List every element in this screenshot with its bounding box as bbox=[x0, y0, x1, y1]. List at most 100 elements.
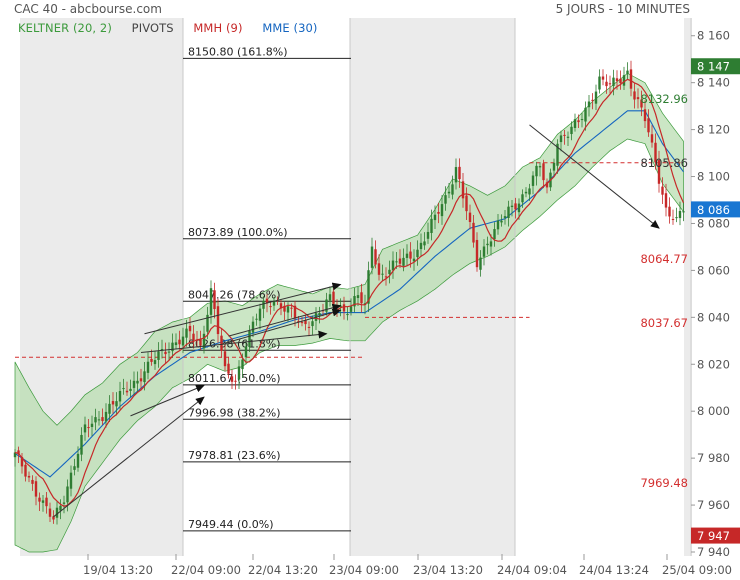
candle-body bbox=[87, 427, 90, 429]
candle-body bbox=[580, 119, 584, 121]
legend-mmh[interactable]: MMH (9) bbox=[193, 21, 243, 35]
candle-body bbox=[538, 166, 542, 168]
candle-body bbox=[73, 466, 76, 470]
mmh-line bbox=[14, 78, 685, 507]
candle-body bbox=[38, 497, 41, 502]
candle-body bbox=[307, 326, 311, 328]
trend-arrow[interactable] bbox=[529, 124, 660, 229]
candle-body bbox=[171, 342, 174, 352]
price-level-label: 8064.77 bbox=[640, 252, 688, 266]
candle-body bbox=[62, 502, 66, 504]
candle-body bbox=[304, 320, 307, 325]
candle-body bbox=[160, 349, 164, 351]
candle-body bbox=[377, 263, 381, 275]
candle-body bbox=[570, 126, 573, 135]
candle-body bbox=[612, 77, 615, 86]
fib-label: 8073.89 (100.0%) bbox=[188, 226, 288, 239]
fib-label: 7996.98 (38.2%) bbox=[188, 406, 281, 419]
y-tick-label: 8 020 bbox=[697, 357, 730, 371]
instrument-title: CAC 40 - abcbourse.com bbox=[14, 2, 162, 16]
candle-body bbox=[80, 434, 83, 455]
fib-label: 8011.67 (50.0%) bbox=[188, 372, 281, 385]
candle-body bbox=[41, 500, 45, 503]
candle-body bbox=[496, 220, 500, 230]
price-level-label: 7969.48 bbox=[640, 476, 688, 490]
price-box-label: 7 947 bbox=[697, 529, 730, 543]
trend-arrow[interactable] bbox=[224, 308, 342, 344]
candle-body bbox=[244, 346, 248, 358]
candle-body bbox=[444, 195, 447, 204]
legend-pivots[interactable]: PIVOTS bbox=[131, 21, 174, 35]
candle-body bbox=[136, 380, 139, 384]
candle-body bbox=[552, 162, 556, 171]
candle-body bbox=[192, 333, 195, 340]
candle-body bbox=[258, 308, 262, 321]
y-tick-label: 8 120 bbox=[697, 123, 730, 137]
candle-body bbox=[76, 453, 80, 468]
candle-body bbox=[465, 195, 468, 212]
candle-body bbox=[353, 296, 356, 307]
candle-body bbox=[52, 516, 55, 520]
candle-body bbox=[472, 222, 475, 243]
candle-body bbox=[34, 481, 38, 497]
candle-body bbox=[269, 306, 272, 308]
candle-body bbox=[482, 246, 486, 257]
candle-body bbox=[55, 507, 59, 518]
candle-body bbox=[69, 472, 73, 489]
legend-keltner[interactable]: KELTNER (20, 2) bbox=[18, 21, 112, 35]
trend-arrow[interactable] bbox=[228, 303, 342, 337]
candle-body bbox=[500, 220, 503, 223]
candle-body bbox=[104, 411, 108, 422]
candle-body bbox=[101, 417, 104, 422]
candle-body bbox=[647, 118, 650, 133]
candle-body bbox=[234, 380, 237, 382]
candle-body bbox=[563, 134, 566, 136]
candle-body bbox=[48, 508, 52, 517]
candle-body bbox=[83, 424, 87, 433]
legend-mme[interactable]: MME (30) bbox=[262, 21, 318, 35]
candle-body bbox=[223, 351, 227, 367]
candle-body bbox=[97, 419, 101, 421]
candle-body bbox=[454, 167, 458, 183]
price-box bbox=[691, 201, 740, 218]
x-tick-label: 19/04 13:20 bbox=[83, 563, 153, 577]
candle-body bbox=[94, 417, 97, 423]
trend-arrow[interactable] bbox=[140, 330, 328, 354]
price-level-label: 8037.67 bbox=[640, 316, 688, 330]
candle-body bbox=[13, 452, 17, 458]
candle-body bbox=[587, 101, 591, 108]
candle-body bbox=[115, 401, 118, 407]
candle-body bbox=[668, 206, 671, 217]
candle-body bbox=[619, 78, 622, 84]
candle-body bbox=[31, 479, 34, 484]
candle-body bbox=[395, 261, 398, 263]
candle-body bbox=[584, 107, 587, 122]
candle-body bbox=[143, 371, 146, 383]
candle-body bbox=[654, 142, 657, 163]
candle-body bbox=[206, 314, 209, 332]
candle-body bbox=[167, 351, 171, 353]
candle-body bbox=[594, 91, 598, 104]
trend-arrow[interactable] bbox=[53, 396, 205, 518]
candle-body bbox=[458, 166, 461, 180]
candle-body bbox=[360, 292, 363, 304]
candle-body bbox=[556, 143, 559, 166]
y-tick-label: 7 980 bbox=[697, 451, 730, 465]
candle-body bbox=[241, 359, 244, 370]
candle-body bbox=[468, 212, 472, 222]
trend-arrow[interactable] bbox=[130, 384, 205, 417]
y-tick-label: 7 960 bbox=[697, 498, 730, 512]
candle-body bbox=[643, 109, 647, 122]
candle-body bbox=[118, 391, 122, 402]
candle-body bbox=[153, 360, 157, 365]
candle-body bbox=[416, 249, 419, 258]
candle-body bbox=[447, 191, 451, 194]
candle-body bbox=[675, 217, 678, 219]
candle-body bbox=[342, 304, 346, 312]
x-tick-label: 22/04 13:20 bbox=[248, 563, 318, 577]
candle-body bbox=[122, 388, 125, 390]
candle-body bbox=[346, 314, 349, 316]
price-box bbox=[691, 527, 740, 544]
trend-arrow[interactable] bbox=[144, 282, 342, 335]
